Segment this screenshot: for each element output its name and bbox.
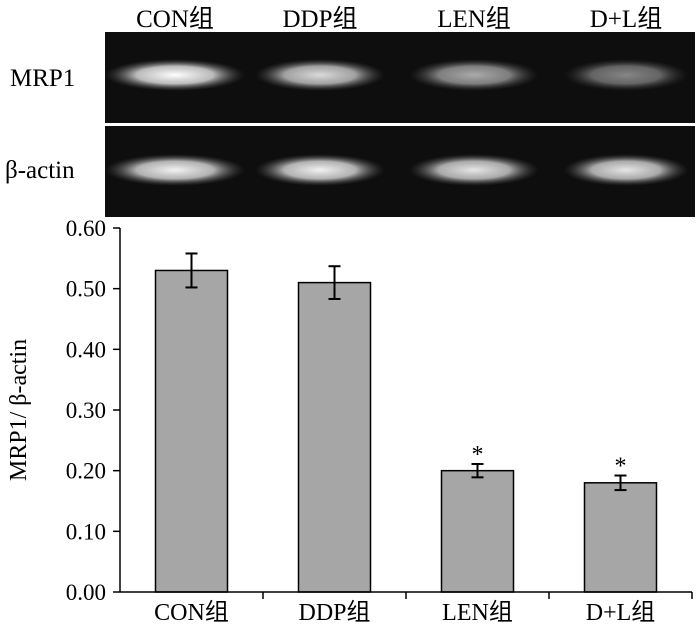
- error-bar: [614, 474, 627, 492]
- error-bars: [185, 252, 627, 492]
- x-tick-label: DDP组: [298, 599, 370, 625]
- bar: [297, 281, 372, 593]
- bar: [154, 269, 229, 593]
- blot-band: [255, 59, 385, 91]
- blot-group-labels: CON组 DDP组 LEN组 D+L组: [136, 5, 662, 33]
- blot-band: [105, 154, 245, 186]
- x-axis-ticks: CON组 DDP组 LEN组 D+L组: [154, 592, 693, 625]
- blot-bands-mrp1: [105, 59, 689, 91]
- blot-band: [409, 59, 539, 91]
- significance-marker: *: [472, 442, 484, 468]
- blot-band: [563, 154, 689, 186]
- bar-chart: MRP1/ β-actin 0.000.100.200.300.400.500.…: [6, 216, 693, 625]
- blot-group-label-con: CON组: [136, 5, 214, 33]
- bar: [583, 482, 658, 593]
- blot-bands-beta-actin: [105, 154, 689, 186]
- y-tick-label: 0.30: [66, 398, 106, 423]
- error-bar: [328, 265, 341, 300]
- x-tick-label: CON组: [154, 599, 229, 625]
- blot-group-label-dl: D+L组: [590, 5, 662, 33]
- blot-band: [563, 59, 689, 91]
- error-bar: [185, 252, 198, 289]
- error-bar: [471, 462, 484, 479]
- blot-row-label-beta-actin: β-actin: [5, 157, 75, 184]
- y-axis-ticks: 0.00 0.10 0.20 0.30 0.40 0.50 0.60: [66, 216, 120, 605]
- y-tick-label: 0.60: [66, 216, 106, 241]
- significance-markers: * *: [472, 442, 627, 480]
- blot-row-label-mrp1: MRP1: [10, 65, 75, 92]
- blot-band: [409, 154, 539, 186]
- bar: [440, 469, 515, 593]
- x-tick-label: D+L组: [586, 599, 656, 625]
- y-tick-label: 0.00: [66, 580, 106, 605]
- y-tick-label: 0.10: [66, 519, 106, 544]
- y-tick-label: 0.40: [66, 337, 106, 362]
- bars: [154, 269, 658, 593]
- x-tick-label: LEN组: [442, 599, 513, 625]
- blot-group-label-ddp: DDP组: [282, 5, 357, 33]
- y-axis-title: MRP1/ β-actin: [6, 339, 32, 481]
- western-blot-panel: CON组 DDP组 LEN组 D+L组 MRP1 β-actin: [5, 5, 695, 217]
- significance-marker: *: [615, 454, 627, 480]
- blot-band: [255, 154, 385, 186]
- y-tick-label: 0.50: [66, 277, 106, 302]
- blot-group-label-len: LEN组: [437, 5, 511, 33]
- blot-band: [105, 59, 245, 91]
- y-tick-label: 0.20: [66, 459, 106, 484]
